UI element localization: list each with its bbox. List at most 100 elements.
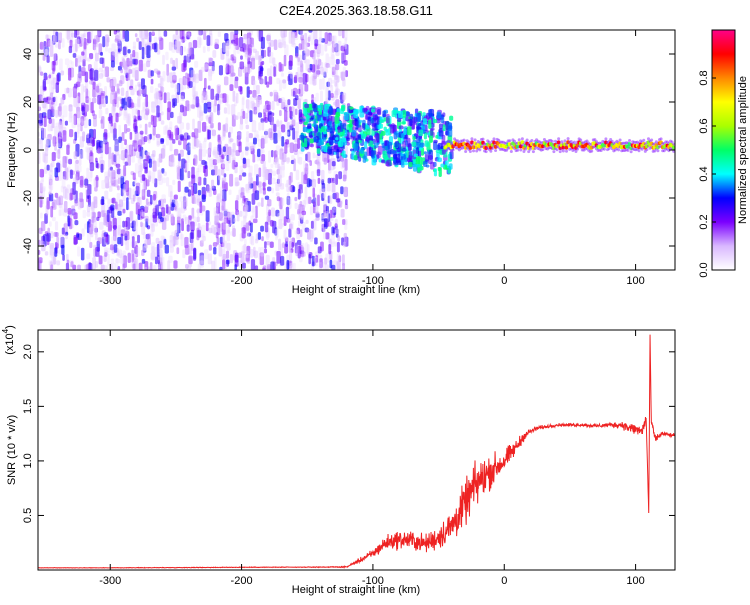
spectrogram-cell [215,232,219,239]
spectrogram-cell [38,106,42,111]
x-tick-label: -200 [231,575,253,587]
spectrogram-cell [186,135,191,140]
spectrogram-cell [319,258,323,264]
spectrogram-cell [190,229,195,240]
spectrogram-cell [73,96,78,107]
spectrogram-cell [208,227,213,234]
spectrogram-cell [190,238,194,252]
spectrogram-cell [618,138,622,142]
spectrogram-cell [383,140,388,146]
spectrogram-cell [401,132,405,138]
spectrogram-cell [202,140,207,149]
colorbar-tick-label: 0.0 [698,262,710,277]
spectrogram-cell [203,30,209,33]
spectrogram-cell [92,88,97,98]
spectrogram-cell [435,134,439,139]
spectrogram-cell [262,267,266,270]
spectrogram-cell [258,112,263,118]
spectrogram-cell [319,141,324,146]
spectrogram-cell [257,231,261,240]
spectrogram-cell [656,149,660,153]
spectrogram-cell [127,48,131,54]
spectrogram-cell [104,251,108,257]
spectrogram-cell [110,60,115,68]
spectrogram-cell [52,53,57,61]
spectrogram-cell [492,137,496,141]
spectrogram-cell [114,138,119,146]
spectrogram-cell [156,105,160,118]
spectrogram-cell [252,102,256,115]
spectrogram-cell [300,63,304,69]
spectrogram-cell [328,195,333,205]
spectrogram-cell [304,41,308,53]
spectrogram-cell [122,62,126,69]
spectrogram-cell [281,124,286,133]
spectrogram-cell [50,205,54,218]
spectrogram-cell [162,54,165,65]
spectrogram-cell [282,79,287,84]
spectrogram-cell [135,245,139,258]
spectrogram-cell [40,212,43,219]
spectrogram-cell [68,111,72,123]
spectrogram-cell [149,133,152,140]
spectrogram-cell [433,168,438,177]
spectrogram-cell [190,221,195,232]
spectrogram-cell [360,133,366,140]
spectrogram-cell [267,68,271,76]
spectrogram-cell [70,261,74,268]
spectrogram-cell [267,186,272,192]
spectrogram-cell [305,59,310,72]
spectrogram-cell [303,160,306,173]
spectrogram-cell [243,243,247,254]
spectrogram-cell [111,176,116,187]
spectrogram-cell [201,90,206,96]
spectrogram-cell [253,250,258,259]
spectrogram-cell [206,101,212,109]
spectrogram-cell [294,242,299,254]
spectrogram-cell [590,149,594,153]
spectrogram-cell [49,221,52,227]
spectrogram-cell [233,115,237,120]
spectrogram-cell [103,128,108,138]
spectrogram-cell [183,196,187,210]
spectrogram-cell [520,137,524,141]
x-tick-label: 0 [501,575,507,587]
spectrogram-cell [261,149,265,154]
spectrogram-cell [291,154,295,162]
spectrogram-cell [77,165,82,173]
spectrogram-cell [134,66,139,80]
spectrogram-cell [230,211,235,216]
spectrogram-cell [270,65,273,77]
spectrogram-cell [144,215,149,222]
spectrogram-cell [122,220,125,228]
spectrogram-cell [39,168,45,178]
spectrogram-cell [327,177,331,184]
spectrogram-cell [628,139,632,143]
spectrogram-cell [59,234,64,246]
spectrogram-cell [310,143,314,148]
spectrogram-cell [319,44,324,56]
spectrogram-cell [207,253,212,265]
spectrogram-cell [299,96,303,101]
spectrogram-cell [66,184,71,194]
spectrogram-cell [239,86,243,95]
spectrogram-cell [183,200,187,211]
spectrogram-cell [80,55,83,63]
spectrogram-cell [162,144,166,157]
spectrogram-cell [418,122,422,127]
spectrogram-cell [151,30,155,35]
spectrogram-cell [659,137,663,141]
spectrogram-cell [79,192,83,203]
spectrogram-cell [252,48,257,54]
spectrogram-cell [229,76,234,85]
spectrogram-cell [306,244,310,255]
spectrogram-cell [111,172,115,186]
spectrogram-cell [91,97,97,104]
spectrogram-cell [113,154,117,163]
spectrogram-cell [365,124,370,130]
spectrogram-cell [87,57,91,62]
spectrogram-cell [326,152,330,164]
spectrogram-cell [286,192,290,200]
spectrogram-cell [301,210,307,216]
spectrogram-cell [90,219,94,232]
